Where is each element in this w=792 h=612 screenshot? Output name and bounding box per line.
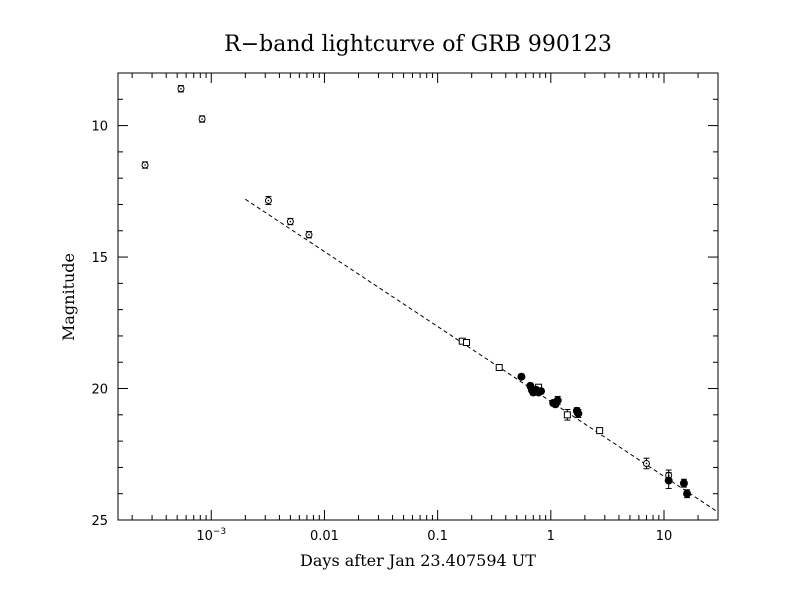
- y-axis-label: Magnitude: [59, 253, 78, 341]
- data-point: [596, 427, 604, 435]
- marker-filled-circle: [517, 372, 526, 381]
- data-point: [642, 457, 650, 470]
- y-tick-label: 10: [91, 120, 108, 135]
- y-tick-label: 25: [91, 514, 108, 529]
- marker-filled-circle: [553, 396, 562, 405]
- x-tick-label: 10: [656, 529, 673, 544]
- data-points: [141, 85, 692, 499]
- marker-open-square: [596, 427, 604, 435]
- y-tick-label: 15: [91, 251, 108, 266]
- marker-filled-circle: [574, 409, 583, 418]
- data-point: [495, 363, 503, 371]
- fit-line: [245, 198, 719, 513]
- x-tick-label-base: 10: [196, 529, 213, 544]
- marker-center-dot: [144, 164, 146, 166]
- marker-filled-circle: [679, 479, 688, 488]
- data-point: [177, 85, 185, 93]
- marker-center-dot: [180, 87, 182, 90]
- data-point: [553, 395, 562, 405]
- data-point: [305, 231, 313, 239]
- x-tick-label: 1: [547, 529, 555, 544]
- marker-filled-circle: [664, 476, 673, 485]
- marker-open-square: [463, 339, 471, 347]
- data-point: [683, 489, 692, 499]
- marker-filled-circle: [537, 387, 546, 396]
- marker-center-dot: [201, 118, 203, 120]
- x-tick-label: 0.01: [310, 529, 339, 544]
- data-point: [264, 196, 272, 205]
- x-tick-label: 10−3: [196, 527, 226, 544]
- marker-open-square: [563, 411, 571, 419]
- data-point: [517, 372, 526, 381]
- chart-title: R−band lightcurve of GRB 990123: [224, 32, 612, 57]
- marker-center-dot: [645, 462, 648, 465]
- fit-line-group: [245, 198, 719, 513]
- data-point: [563, 409, 571, 421]
- marker-center-dot: [267, 199, 270, 202]
- data-point: [286, 217, 294, 226]
- x-tick-label-exponent: −3: [213, 527, 226, 537]
- data-point: [198, 115, 206, 123]
- y-tick-label: 20: [91, 383, 108, 398]
- data-point: [679, 478, 688, 488]
- x-axis-label: Days after Jan 23.407594 UT: [300, 551, 536, 570]
- marker-open-square: [495, 363, 503, 371]
- marker-center-dot: [308, 233, 310, 236]
- x-tick-label: 0.1: [427, 529, 448, 544]
- data-point: [664, 472, 673, 489]
- data-point: [141, 161, 149, 169]
- plot-frame: [117, 72, 719, 521]
- data-point: [537, 387, 546, 396]
- marker-center-dot: [289, 220, 292, 223]
- data-point: [463, 339, 471, 347]
- data-point: [574, 409, 583, 418]
- marker-filled-circle: [683, 489, 692, 498]
